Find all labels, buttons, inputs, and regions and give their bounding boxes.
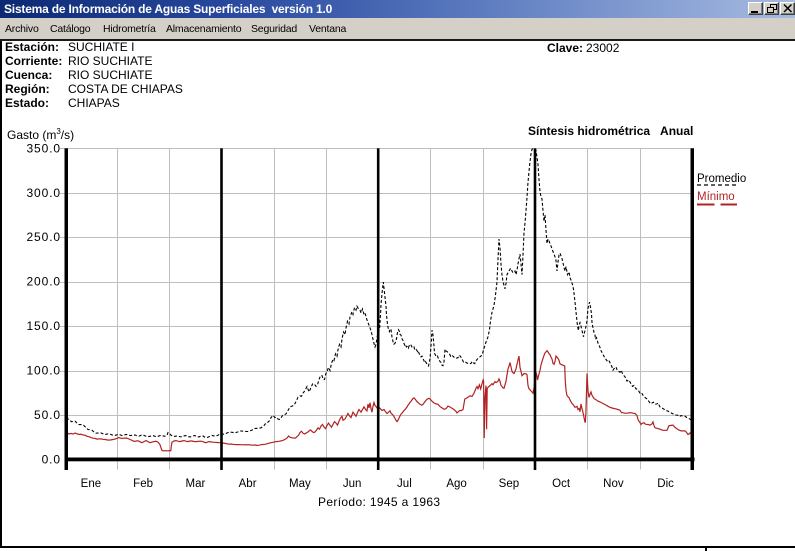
svg-text:Ago: Ago [446, 478, 466, 490]
svg-text:May: May [289, 478, 311, 490]
svg-text:Nov: Nov [603, 478, 624, 490]
svg-text:150.0: 150.0 [26, 319, 61, 333]
svg-text:Feb: Feb [133, 478, 153, 490]
svg-text:0.0: 0.0 [42, 452, 61, 466]
svg-text:Oct: Oct [552, 478, 571, 490]
svg-text:250.0: 250.0 [26, 230, 61, 244]
svg-text:Abr: Abr [239, 478, 257, 490]
svg-text:200.0: 200.0 [26, 275, 61, 289]
svg-text:Jun: Jun [343, 478, 362, 490]
svg-text:300.0: 300.0 [26, 186, 61, 200]
svg-text:350.0: 350.0 [26, 141, 61, 155]
svg-text:Mínimo: Mínimo [697, 191, 735, 203]
svg-text:100.0: 100.0 [26, 364, 61, 378]
svg-text:50.0: 50.0 [34, 408, 61, 422]
svg-text:Dic: Dic [657, 478, 674, 490]
svg-text:Ene: Ene [81, 478, 101, 490]
svg-text:Mar: Mar [185, 478, 205, 490]
svg-text:Sep: Sep [499, 478, 519, 490]
svg-text:Jul: Jul [397, 478, 412, 490]
svg-text:Promedio: Promedio [697, 173, 746, 185]
